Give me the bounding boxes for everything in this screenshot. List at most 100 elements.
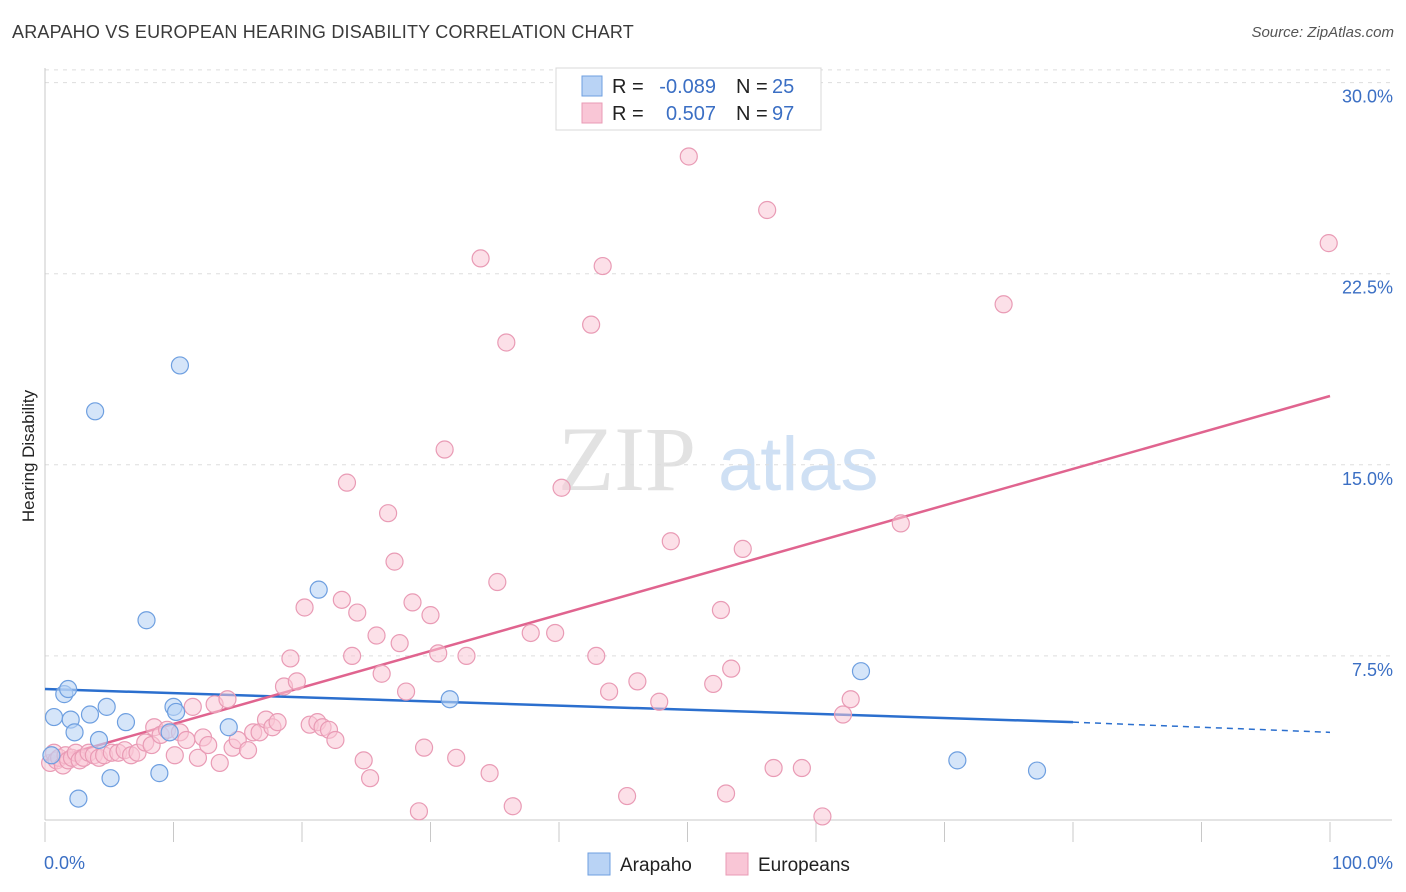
- watermark: ZIP atlas: [558, 408, 879, 510]
- point-arapaho: [89, 730, 109, 750]
- point-europeans: [552, 478, 571, 497]
- point-europeans: [177, 730, 196, 750]
- point-europeans: [447, 748, 466, 767]
- legend-swatch-europeans: [581, 102, 603, 124]
- point-europeans: [704, 674, 723, 694]
- legend-r-label-arapaho: R =: [612, 76, 644, 98]
- point-arapaho: [97, 697, 116, 716]
- x-tick-label-min: 0.0%: [44, 853, 85, 873]
- legend-n-value-europeans: 97: [772, 103, 794, 125]
- point-europeans: [711, 600, 731, 620]
- x-tick-labels: 0.0% 100.0%: [44, 853, 1393, 873]
- point-europeans: [813, 807, 832, 826]
- point-arapaho: [160, 723, 179, 742]
- point-arapaho: [440, 690, 459, 709]
- gridlines: [45, 69, 1392, 657]
- point-europeans: [326, 730, 345, 750]
- point-europeans: [429, 644, 448, 663]
- legend-r-value-europeans: 0.507: [666, 103, 716, 125]
- point-europeans: [792, 758, 811, 778]
- point-europeans: [679, 147, 698, 166]
- point-europeans: [587, 646, 606, 666]
- watermark-zip: ZIP: [558, 408, 696, 510]
- point-arapaho: [948, 751, 967, 770]
- point-europeans: [337, 473, 357, 492]
- point-arapaho: [851, 662, 871, 681]
- point-europeans: [722, 659, 741, 678]
- point-europeans: [994, 295, 1013, 314]
- bottom-legend-swatch-arapaho: [587, 852, 611, 876]
- point-europeans: [372, 664, 391, 683]
- trend-lines: [44, 394, 1331, 762]
- y-tick-label: 22.5%: [1342, 278, 1393, 298]
- legend-n-label-europeans: N =: [736, 103, 768, 125]
- series-legend: Arapaho Europeans: [587, 852, 850, 876]
- point-europeans: [361, 769, 380, 788]
- point-europeans: [546, 623, 565, 643]
- point-europeans: [521, 623, 540, 643]
- y-tick-label: 30.0%: [1342, 87, 1393, 107]
- point-europeans: [414, 738, 434, 757]
- point-europeans: [295, 598, 314, 617]
- point-europeans: [480, 764, 499, 783]
- chart-title: ARAPAHO VS EUROPEAN HEARING DISABILITY C…: [12, 22, 634, 42]
- series-arapaho-points: [42, 356, 1047, 808]
- point-europeans: [457, 646, 476, 666]
- correlation-legend: R = -0.089 N = 25 R = 0.507 N = 97: [555, 67, 822, 131]
- y-tick-label: 15.0%: [1342, 469, 1393, 489]
- point-europeans: [503, 797, 522, 816]
- axes: [44, 68, 1392, 842]
- legend-n-value-arapaho: 25: [772, 76, 794, 98]
- point-europeans: [891, 514, 910, 533]
- trend-line-europeans: [44, 394, 1331, 762]
- point-europeans: [354, 751, 373, 770]
- x-tick-label-max: 100.0%: [1332, 853, 1393, 873]
- point-europeans: [367, 626, 386, 645]
- point-arapaho: [59, 679, 78, 699]
- point-europeans: [396, 682, 416, 701]
- point-europeans: [758, 200, 777, 220]
- point-europeans: [650, 692, 669, 711]
- bottom-legend-swatch-europeans: [725, 852, 749, 876]
- point-arapaho: [44, 707, 64, 727]
- point-europeans: [332, 590, 351, 609]
- point-europeans: [841, 690, 860, 709]
- point-europeans: [435, 440, 454, 459]
- point-europeans: [287, 672, 306, 691]
- point-europeans: [833, 705, 853, 724]
- point-europeans: [716, 784, 736, 803]
- point-europeans: [488, 572, 507, 592]
- point-europeans: [183, 697, 202, 716]
- point-arapaho: [150, 764, 169, 783]
- point-europeans: [385, 552, 404, 571]
- point-arapaho: [86, 402, 105, 421]
- point-europeans: [471, 249, 490, 268]
- y-tick-labels: 7.5% 15.0% 22.5% 30.0%: [1342, 87, 1393, 680]
- point-europeans: [199, 735, 218, 755]
- bottom-legend-label-arapaho: Arapaho: [620, 855, 692, 876]
- point-europeans: [403, 593, 422, 612]
- legend-n-label-arapaho: N =: [736, 76, 768, 98]
- point-arapaho: [170, 356, 190, 375]
- point-arapaho: [65, 723, 84, 742]
- point-europeans: [628, 672, 647, 691]
- point-europeans: [593, 256, 612, 276]
- point-europeans: [281, 649, 300, 668]
- point-europeans: [733, 539, 752, 558]
- point-europeans: [188, 748, 208, 767]
- point-europeans: [1319, 234, 1338, 253]
- watermark-atlas: atlas: [718, 422, 879, 507]
- legend-r-value-arapaho: -0.089: [659, 76, 716, 98]
- point-arapaho: [137, 611, 156, 630]
- point-europeans: [582, 315, 601, 334]
- point-arapaho: [101, 769, 120, 788]
- point-arapaho: [309, 580, 328, 599]
- legend-swatch-arapaho: [581, 75, 603, 97]
- trend-line-arapaho-extrapolated: [1072, 721, 1331, 734]
- point-europeans: [218, 690, 237, 709]
- trend-line-arapaho: [44, 687, 1074, 724]
- point-europeans: [238, 741, 258, 760]
- point-arapaho: [80, 705, 100, 724]
- point-europeans: [378, 504, 398, 523]
